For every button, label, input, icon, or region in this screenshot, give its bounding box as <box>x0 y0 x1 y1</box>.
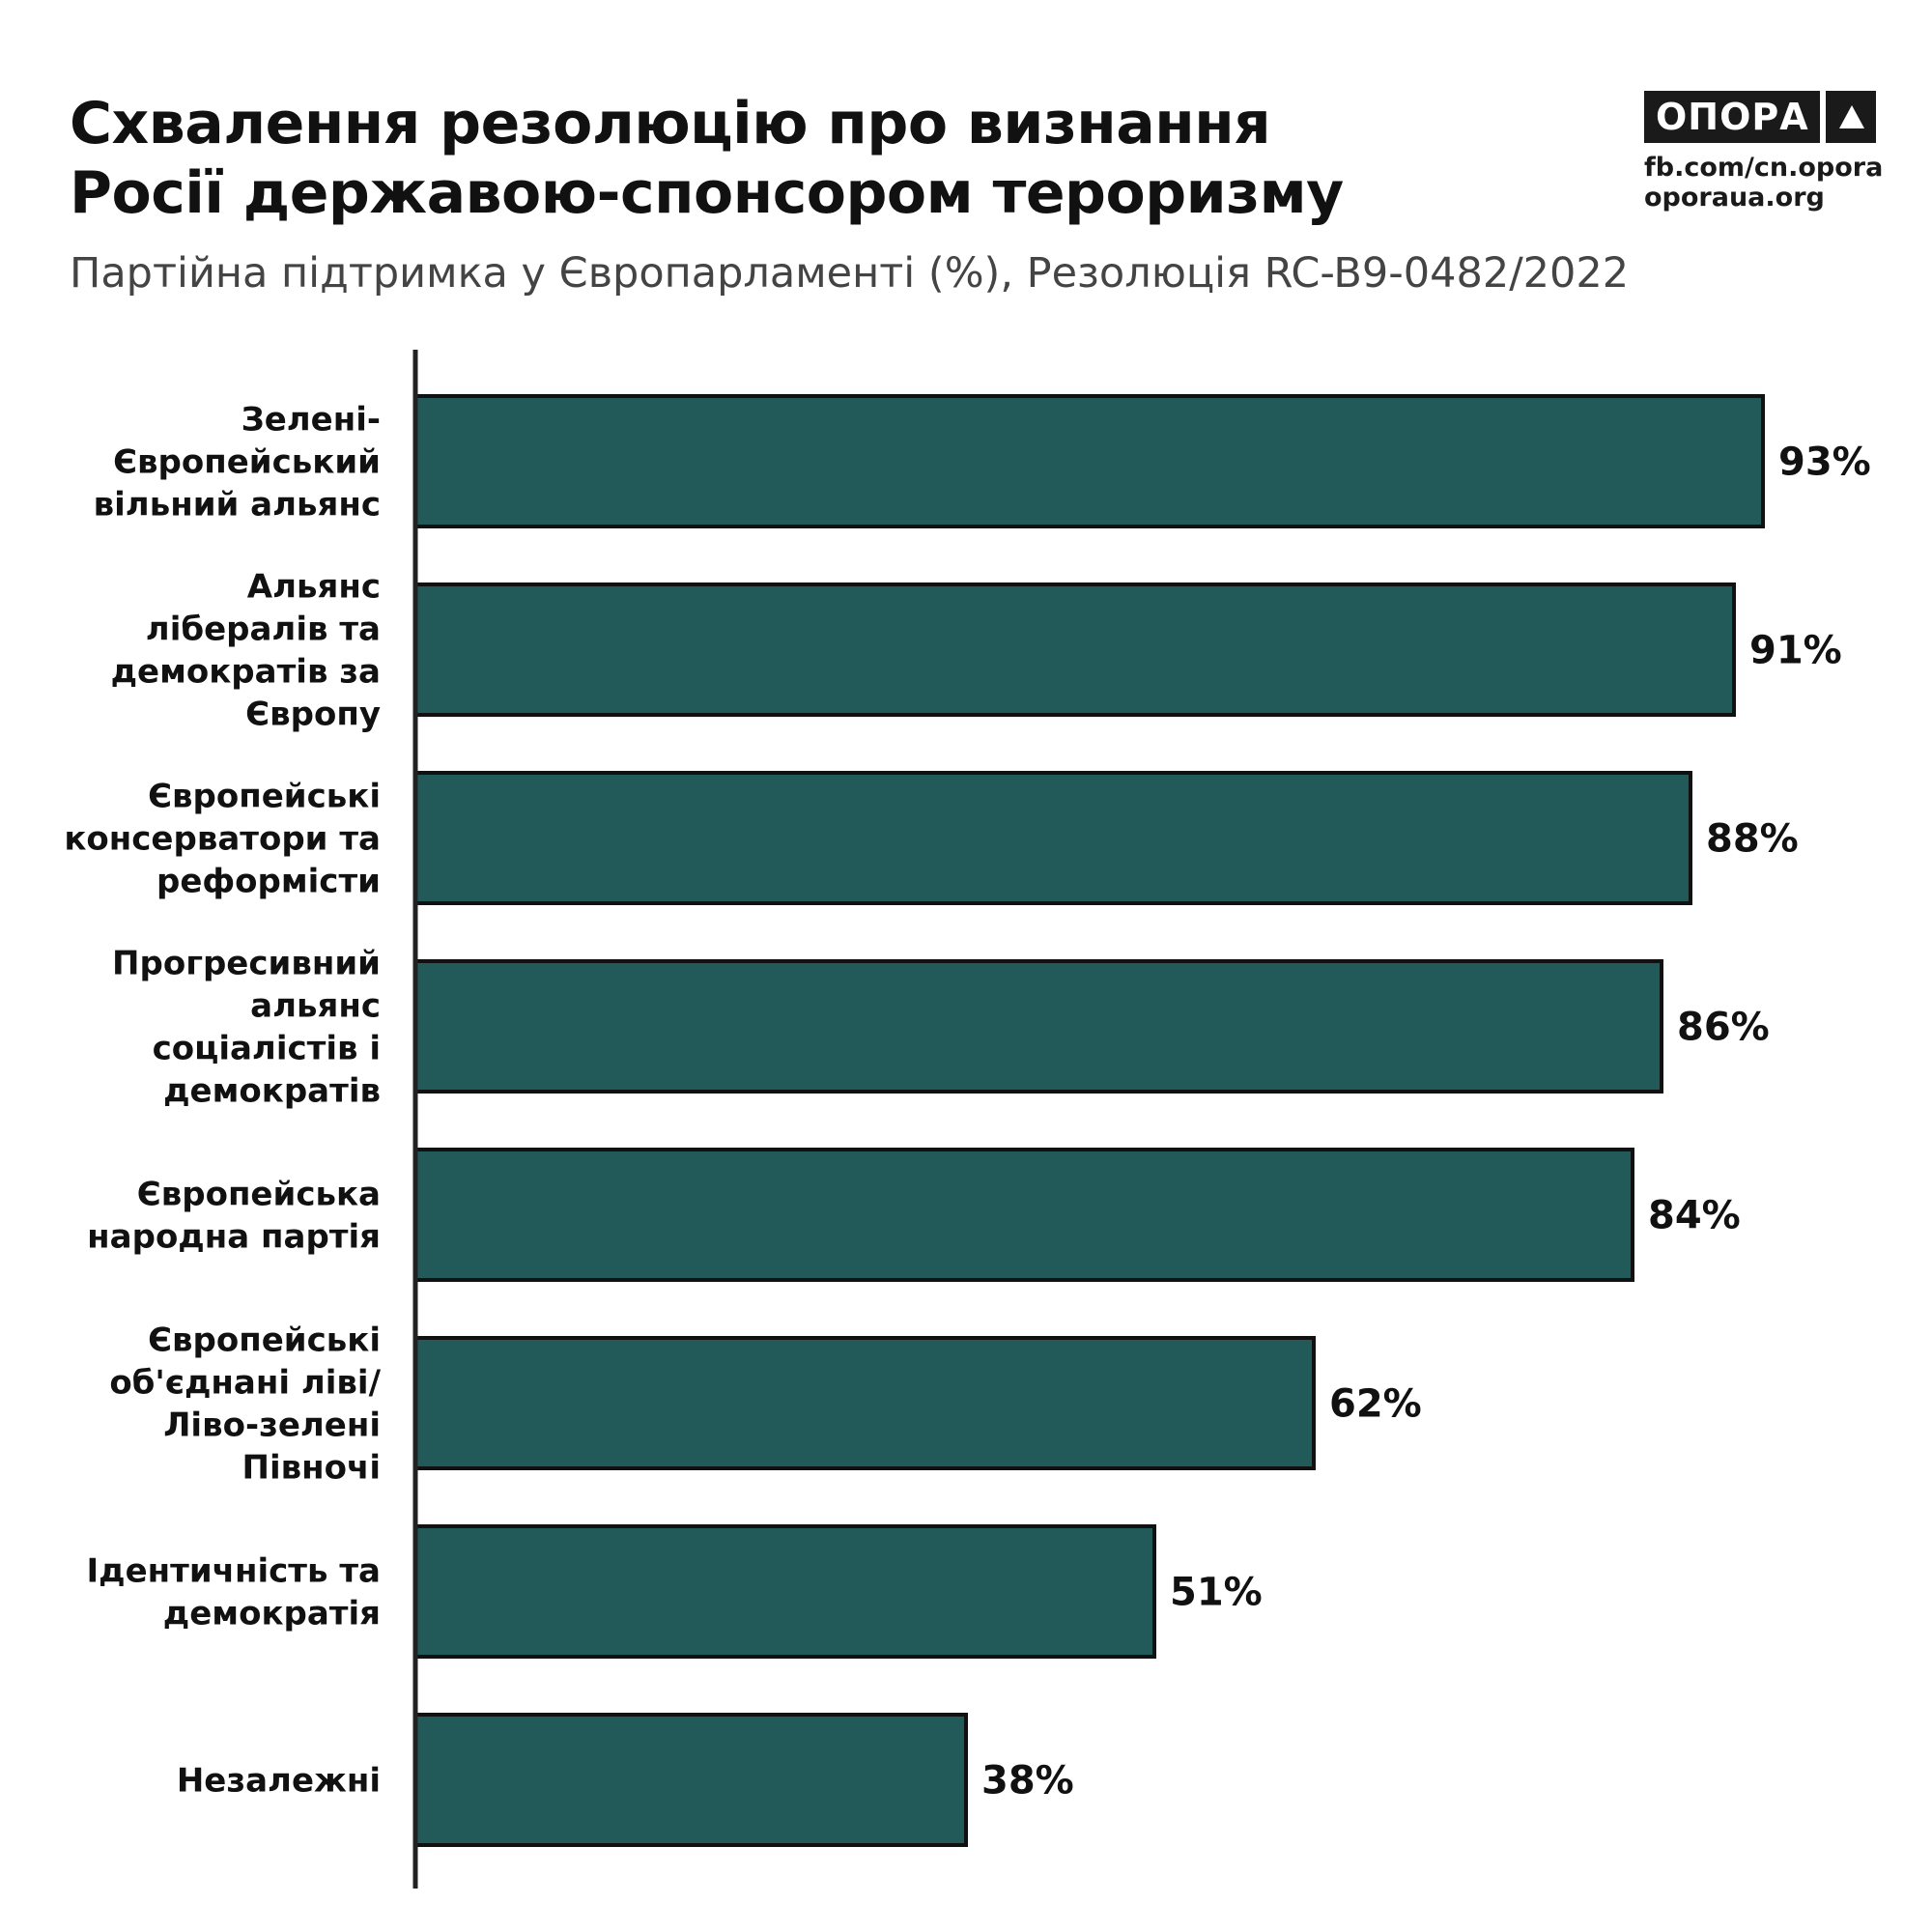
category-label: Незалежні <box>177 1762 381 1801</box>
category-label: Ідентичність та демократія <box>86 1552 381 1634</box>
website-link: oporaua.org <box>1644 183 1825 213</box>
value-label: 88% <box>1706 817 1799 862</box>
category-label-line: Півночі <box>242 1449 381 1488</box>
chart-title-line-1: Схвалення резолюцію про визнання <box>70 90 1271 157</box>
category-label-line: демократія <box>163 1595 381 1634</box>
bar <box>413 1524 1156 1659</box>
category-label-line: об'єднані ліві/ <box>109 1364 381 1403</box>
category-label-line: Європейська <box>137 1176 381 1214</box>
category-label-line: Ліво-зелені <box>163 1406 381 1445</box>
category-label-line: народна партія <box>87 1218 381 1257</box>
bar <box>413 582 1736 717</box>
brand-block: ОПОРА fb.com/cn.opora oporaua.org <box>1644 91 1884 213</box>
logo-divider <box>1820 91 1827 143</box>
bar <box>413 959 1663 1094</box>
category-label: Європейські консерватори та реформісти <box>64 778 381 901</box>
opora-logo: ОПОРА <box>1644 91 1876 143</box>
category-label-line: демократів за <box>111 653 381 692</box>
brand-links: fb.com/cn.opora oporaua.org <box>1644 153 1884 213</box>
bar <box>413 394 1765 528</box>
category-label-line: Європейський <box>113 443 381 482</box>
bar <box>413 771 1692 905</box>
value-label: 91% <box>1749 629 1842 673</box>
category-label-line: лібералів та <box>146 611 381 649</box>
category-label: Європейська народна партія <box>87 1176 381 1257</box>
category-label-line: Альянс <box>247 568 381 607</box>
value-label: 84% <box>1648 1194 1741 1238</box>
chart-title-line-2: Росії державою-спонсором тероризму <box>70 159 1344 227</box>
category-label-line: Європу <box>245 696 381 734</box>
category-label-line: соціалістів і <box>153 1030 381 1068</box>
chart-subtitle: Партійна підтримка у Європарламенті (%),… <box>70 249 1630 298</box>
category-label-line: Прогресивний <box>112 945 381 983</box>
value-label: 86% <box>1677 1006 1770 1050</box>
category-label-line: Незалежні <box>177 1762 381 1801</box>
value-label: 51% <box>1170 1571 1263 1615</box>
category-label: Зелені-Європейський вільний альянс <box>94 401 381 525</box>
value-label: 62% <box>1329 1382 1422 1427</box>
triangle-icon <box>1838 105 1864 128</box>
category-label-line: демократів <box>163 1072 381 1111</box>
category-label: Європейські об'єднані ліві/Ліво-зелені Пів… <box>109 1321 381 1488</box>
category-label-line: Європейські <box>148 778 381 816</box>
logo-text: ОПОРА <box>1656 96 1809 138</box>
value-label: 38% <box>981 1759 1074 1804</box>
category-label-line: консерватори та <box>64 820 381 859</box>
category-label: Альянс лібералів та демократів за Європу <box>111 568 381 734</box>
bar <box>413 1713 968 1847</box>
category-label-line: Ідентичність та <box>86 1552 381 1591</box>
bar <box>413 1148 1634 1282</box>
bar <box>413 1336 1316 1470</box>
category-label-line: Зелені- <box>242 401 381 440</box>
value-label: 93% <box>1778 440 1871 485</box>
category-label-line: реформісти <box>156 863 381 901</box>
category-label: Прогресивний альянс соціалістів і демократі… <box>112 945 381 1111</box>
facebook-link: fb.com/cn.opora <box>1644 153 1884 183</box>
chart-title: Схвалення резолюцію про визнання Росії д… <box>70 89 1344 228</box>
category-label-line: альянс <box>250 987 381 1026</box>
category-label-line: вільний альянс <box>94 486 381 525</box>
category-label-line: Європейські <box>148 1321 381 1360</box>
